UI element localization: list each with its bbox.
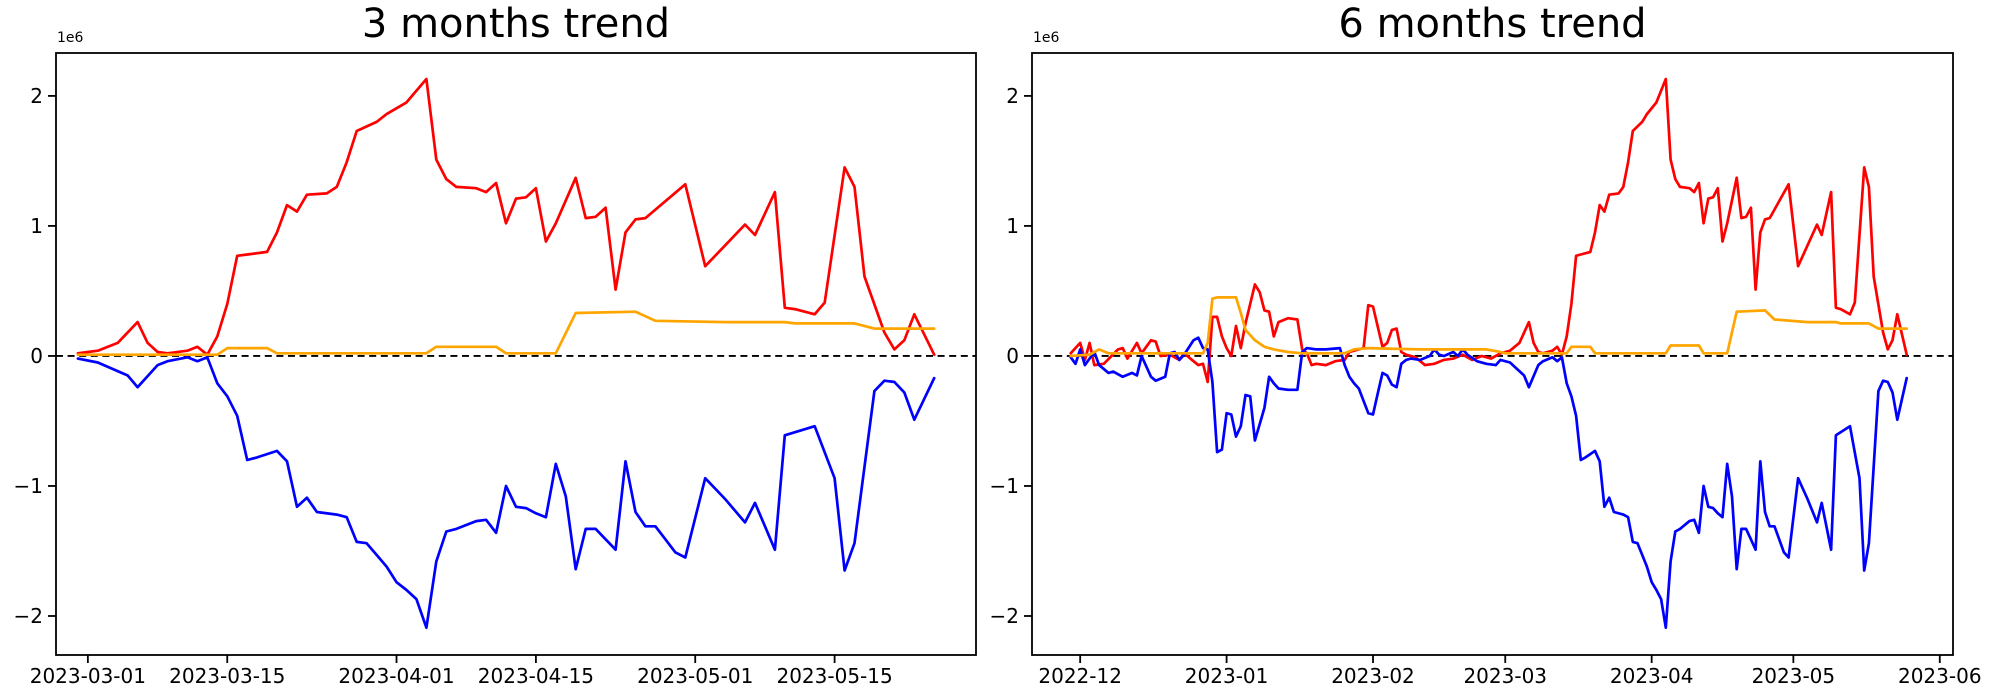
chart-title-3-months: 3 months trend	[361, 1, 671, 47]
series-red-line	[1069, 77, 1909, 384]
chart-title-6-months: 6 months trend	[1338, 1, 1647, 47]
y-axis-offset-label-left: 1e6	[57, 30, 84, 46]
y-tick-label: −2	[990, 604, 1019, 628]
x-tick-label: 2023-03	[1463, 664, 1547, 688]
x-tick-label: 2023-05-01	[637, 664, 753, 688]
x-tick-label: 2023-03-15	[169, 664, 285, 688]
plot-frame	[1031, 52, 1954, 656]
x-tick-label: 2023-05	[1752, 664, 1836, 688]
x-tick-label: 2023-04-01	[338, 664, 454, 688]
series-blue-line	[76, 355, 936, 630]
plot-frame	[55, 52, 977, 656]
y-tick-label: 1	[1006, 214, 1019, 238]
y-tick-label: −1	[14, 474, 43, 498]
y-tick-label: −2	[14, 604, 43, 628]
x-tick-label: 2023-02	[1331, 664, 1415, 688]
series-red-line	[76, 77, 936, 357]
chart-3-months: 2023-03-01 2023-03-15 2023-04-01 2023-04-15…	[14, 52, 977, 688]
y-tick-label: 1	[30, 214, 43, 238]
chart-6-months: 2022-12 2023-01 2023-02 2023-03 2023-04 2023-…	[990, 52, 1982, 688]
x-tick-label: 2023-06	[1898, 664, 1982, 688]
y-axis-offset-label-right: 1e6	[1033, 30, 1060, 46]
x-tick-label: 2022-12	[1038, 664, 1122, 688]
x-tick-label: 2023-01	[1185, 664, 1269, 688]
x-tick-label: 2023-03-01	[30, 664, 146, 688]
y-tick-label: 2	[1006, 84, 1019, 108]
x-tick-label: 2023-05-15	[776, 664, 892, 688]
series-blue-line	[1069, 336, 1909, 630]
y-tick-label: 2	[30, 84, 43, 108]
x-tick-label: 2023-04	[1610, 664, 1694, 688]
series-orange-line	[76, 310, 936, 357]
series-orange-line	[1069, 296, 1909, 358]
y-tick-label: −1	[990, 474, 1019, 498]
y-tick-label: 0	[1006, 344, 1019, 368]
x-tick-label: 2023-04-15	[478, 664, 594, 688]
y-tick-label: 0	[30, 344, 43, 368]
